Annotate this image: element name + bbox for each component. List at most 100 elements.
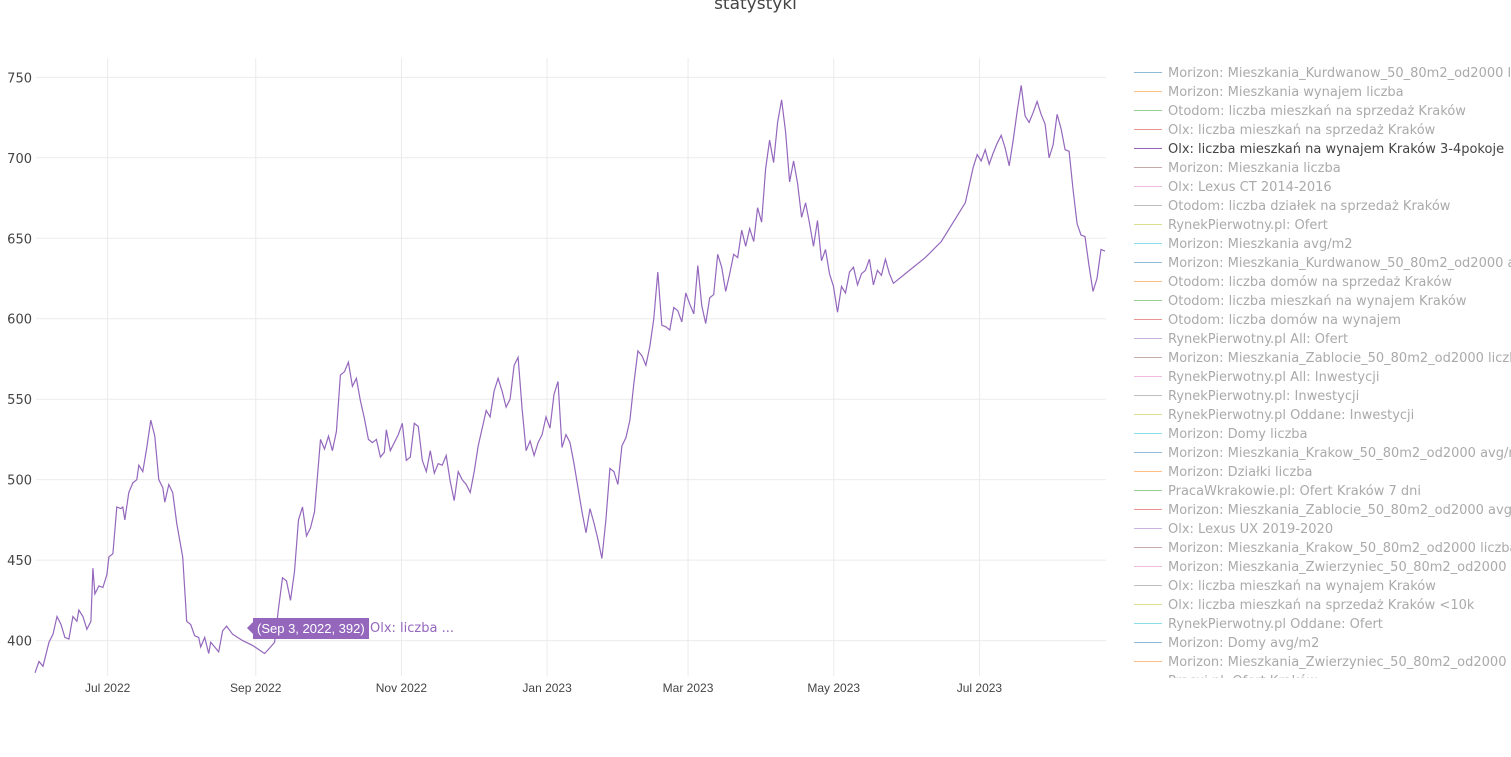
hover-tooltip-arrow <box>247 622 253 634</box>
legend-label: Olx: liczba mieszkań na sprzedaż Kraków <box>1168 123 1436 138</box>
legend-swatch <box>1134 148 1162 149</box>
legend-swatch <box>1134 547 1162 548</box>
legend-label: Morizon: Działki liczba <box>1168 465 1313 480</box>
legend-item[interactable]: Morizon: Domy avg/m2 <box>1134 634 1511 653</box>
legend-item[interactable]: RynekPierwotny.pl: Inwestycji <box>1134 387 1511 406</box>
legend-swatch <box>1134 72 1162 73</box>
legend-item[interactable]: Morizon: Mieszkania avg/m2 <box>1134 235 1511 254</box>
legend-label: Morizon: Mieszkania avg/m2 <box>1168 237 1353 252</box>
legend-item[interactable]: Olx: liczba mieszkań na wynajem Kraków 3… <box>1134 140 1511 159</box>
legend-swatch <box>1134 585 1162 586</box>
legend-label: RynekPierwotny.pl Oddane: Inwestycji <box>1168 408 1415 423</box>
legend-item[interactable]: Olx: Lexus UX 2019-2020 <box>1134 520 1511 539</box>
legend-label: RynekPierwotny.pl: Ofert <box>1168 218 1328 233</box>
legend-label: Olx: Lexus CT 2014-2016 <box>1168 180 1332 195</box>
legend-swatch <box>1134 490 1162 491</box>
legend-item[interactable]: Olx: Lexus CT 2014-2016 <box>1134 178 1511 197</box>
legend-item[interactable]: Morizon: Mieszkania liczba <box>1134 159 1511 178</box>
legend-label: RynekPierwotny.pl Oddane: Ofert <box>1168 617 1383 632</box>
legend-swatch <box>1134 623 1162 624</box>
legend-label: Morizon: Mieszkania_Zwierzyniec_50_80m2_… <box>1168 655 1511 670</box>
legend-item[interactable]: Otodom: liczba mieszkań na wynajem Krakó… <box>1134 292 1511 311</box>
legend-swatch <box>1134 186 1162 187</box>
legend-item[interactable]: Morizon: Mieszkania_Zwierzyniec_50_80m2_… <box>1134 653 1511 672</box>
chart-title: statystyki <box>714 0 797 14</box>
legend-item[interactable]: RynekPierwotny.pl: Ofert <box>1134 216 1511 235</box>
legend-item[interactable]: RynekPierwotny.pl All: Ofert <box>1134 330 1511 349</box>
legend-swatch <box>1134 110 1162 111</box>
legend-item[interactable]: Otodom: liczba mieszkań na sprzedaż Krak… <box>1134 102 1511 121</box>
legend-item[interactable]: Olx: liczba mieszkań na sprzedaż Kraków … <box>1134 596 1511 615</box>
legend-swatch <box>1134 262 1162 263</box>
legend-label: Morizon: Mieszkania_Krakow_50_80m2_od200… <box>1168 541 1511 556</box>
legend-item[interactable]: Morizon: Mieszkania_Zwierzyniec_50_80m2_… <box>1134 558 1511 577</box>
y-tick-label: 700 <box>7 152 32 167</box>
legend-label: Otodom: liczba mieszkań na sprzedaż Krak… <box>1168 104 1466 119</box>
legend-swatch <box>1134 243 1162 244</box>
legend-swatch <box>1134 433 1162 434</box>
legend-swatch <box>1134 452 1162 453</box>
y-tick-label: 750 <box>7 71 32 86</box>
legend-swatch <box>1134 338 1162 339</box>
legend-label: Morizon: Mieszkania_Zablocie_50_80m2_od2… <box>1168 503 1511 518</box>
legend-item[interactable]: RynekPierwotny.pl All: Inwestycji <box>1134 368 1511 387</box>
legend-label: Morizon: Mieszkania_Kurdwanow_50_80m2_od… <box>1168 66 1511 81</box>
legend-item[interactable]: Morizon: Mieszkania_Zablocie_50_80m2_od2… <box>1134 501 1511 520</box>
legend-label: Morizon: Domy liczba <box>1168 427 1308 442</box>
y-tick-label: 400 <box>7 635 32 650</box>
y-tick-label: 500 <box>7 474 32 489</box>
legend-swatch <box>1134 509 1162 510</box>
hover-tooltip-value: (Sep 3, 2022, 392) <box>253 618 369 639</box>
legend-label: PracaWkrakowie.pl: Ofert Kraków 7 dni <box>1168 484 1422 499</box>
legend-item[interactable]: Otodom: liczba domów na sprzedaż Kraków <box>1134 273 1511 292</box>
legend-item[interactable]: Morizon: Domy liczba <box>1134 425 1511 444</box>
legend-label: Otodom: liczba mieszkań na wynajem Krakó… <box>1168 294 1467 309</box>
legend-swatch <box>1134 300 1162 301</box>
legend-label: Otodom: liczba domów na sprzedaż Kraków <box>1168 275 1452 290</box>
legend-label: Morizon: Domy avg/m2 <box>1168 636 1320 651</box>
legend-swatch <box>1134 661 1162 662</box>
y-tick-label: 600 <box>7 313 32 328</box>
x-tick-label: Mar 2023 <box>663 681 714 695</box>
legend-swatch <box>1134 281 1162 282</box>
series-line <box>34 85 1106 674</box>
legend-label: Otodom: liczba domów na wynajem <box>1168 313 1401 328</box>
x-tick-label: Nov 2022 <box>376 681 428 695</box>
legend-item[interactable]: Pracuj.pl: Ofert Kraków <box>1134 672 1511 678</box>
legend[interactable]: Morizon: Mieszkania_Kurdwanow_50_80m2_od… <box>1134 64 1511 678</box>
legend-label: RynekPierwotny.pl: Inwestycji <box>1168 389 1360 404</box>
legend-item[interactable]: Morizon: Mieszkania_Krakow_50_80m2_od200… <box>1134 444 1511 463</box>
y-tick-label: 450 <box>7 554 32 569</box>
legend-swatch <box>1134 357 1162 358</box>
legend-item[interactable]: Otodom: liczba działek na sprzedaż Krakó… <box>1134 197 1511 216</box>
legend-swatch <box>1134 167 1162 168</box>
legend-swatch <box>1134 471 1162 472</box>
legend-label: Pracuj.pl: Ofert Kraków <box>1168 672 1317 678</box>
legend-item[interactable]: Morizon: Działki liczba <box>1134 463 1511 482</box>
legend-swatch <box>1134 91 1162 92</box>
legend-swatch <box>1134 319 1162 320</box>
legend-item[interactable]: Olx: liczba mieszkań na sprzedaż Kraków <box>1134 121 1511 140</box>
legend-swatch <box>1134 642 1162 643</box>
legend-item[interactable]: Morizon: Mieszkania_Zablocie_50_80m2_od2… <box>1134 349 1511 368</box>
legend-swatch <box>1134 395 1162 396</box>
x-tick-label: Jan 2023 <box>522 681 572 695</box>
legend-item[interactable]: RynekPierwotny.pl Oddane: Inwestycji <box>1134 406 1511 425</box>
legend-item[interactable]: Olx: liczba mieszkań na wynajem Kraków <box>1134 577 1511 596</box>
legend-item[interactable]: RynekPierwotny.pl Oddane: Ofert <box>1134 615 1511 634</box>
x-tick-label: May 2023 <box>807 681 860 695</box>
x-tick-label: Jul 2022 <box>85 681 131 695</box>
x-tick-label: Sep 2022 <box>230 681 282 695</box>
legend-label: Morizon: Mieszkania_Krakow_50_80m2_od200… <box>1168 446 1511 461</box>
legend-item[interactable]: Morizon: Mieszkania_Kurdwanow_50_80m2_od… <box>1134 254 1511 273</box>
legend-item[interactable]: PracaWkrakowie.pl: Ofert Kraków 7 dni <box>1134 482 1511 501</box>
legend-label: Morizon: Mieszkania wynajem liczba <box>1168 85 1404 100</box>
legend-item[interactable]: Morizon: Mieszkania_Krakow_50_80m2_od200… <box>1134 539 1511 558</box>
legend-label: Olx: liczba mieszkań na wynajem Kraków <box>1168 579 1436 594</box>
legend-item[interactable]: Otodom: liczba domów na wynajem <box>1134 311 1511 330</box>
legend-swatch <box>1134 528 1162 529</box>
legend-label: Morizon: Mieszkania_Zwierzyniec_50_80m2_… <box>1168 560 1511 575</box>
legend-item[interactable]: Morizon: Mieszkania wynajem liczba <box>1134 83 1511 102</box>
legend-item[interactable]: Morizon: Mieszkania_Kurdwanow_50_80m2_od… <box>1134 64 1511 83</box>
